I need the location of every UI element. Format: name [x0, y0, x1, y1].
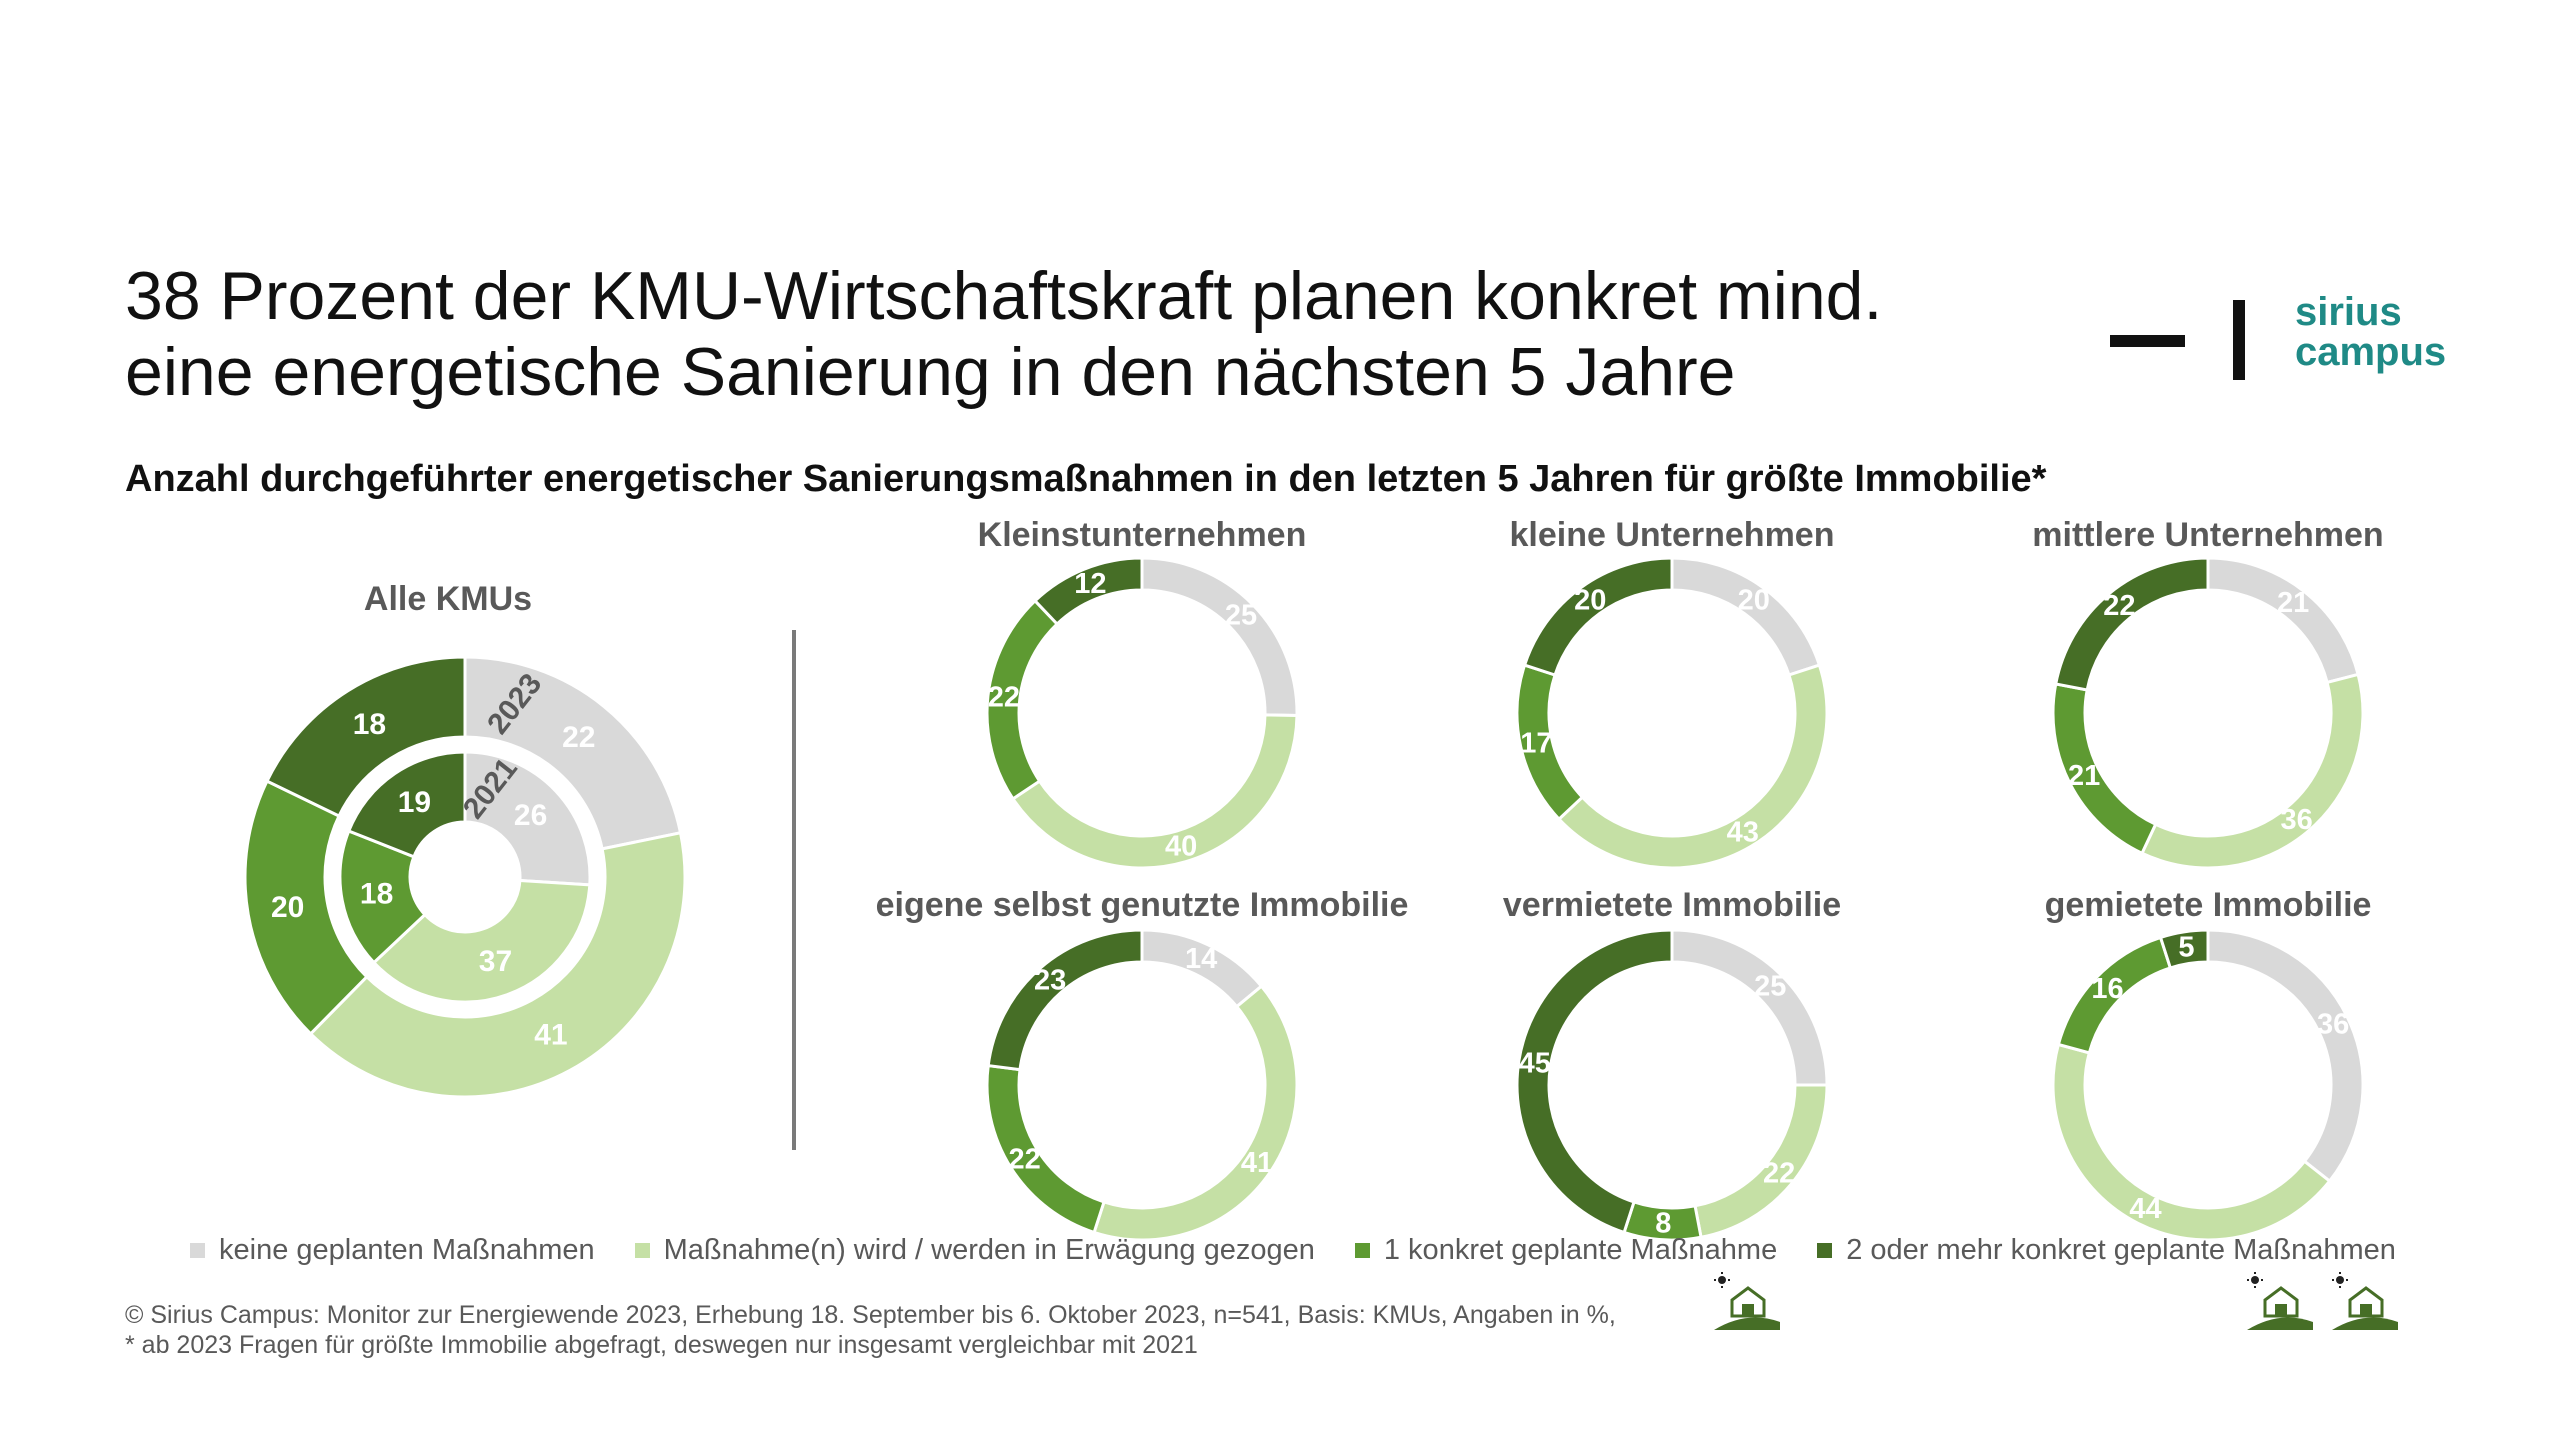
- alle-kmus-2021-segment-0: [463, 750, 592, 887]
- donut-title-kleinstunternehmen: Kleinstunternehmen: [977, 516, 1307, 554]
- legend: keine geplanten Maßnahmen Maßnahme(n) wi…: [190, 1234, 2490, 1267]
- donut-title-vermietete-immobilie: vermietete Immobilie: [1502, 886, 1842, 924]
- mittlere-unternehmen-label-2: 21: [2068, 760, 2100, 792]
- alle-kmus-2023-label-3: 18: [353, 708, 386, 741]
- donut-title-kleine-unternehmen: kleine Unternehmen: [1509, 516, 1835, 554]
- house-sun-icon: [2247, 1272, 2313, 1330]
- legend-item-eine: 1 konkret geplante Maßnahme: [1354, 1234, 1778, 1267]
- eigene-immobilie-label-3: 23: [1034, 965, 1066, 997]
- house-sun-icon: [1714, 1272, 1780, 1330]
- vermietete-immobilie-label-1: 22: [1763, 1158, 1795, 1190]
- logo-line-2: campus: [2295, 330, 2447, 374]
- logo-dash: [2110, 335, 2185, 347]
- logo-stroke: [2233, 300, 2245, 380]
- gemietete-immobilie-label-1: 44: [2129, 1193, 2161, 1225]
- headline: 38 Prozent der KMU-Wirtschaftskraft plan…: [125, 258, 2075, 410]
- legend-swatch: [190, 1243, 205, 1258]
- alle-kmus-2021-segment-1: [371, 878, 592, 1004]
- gemietete-immobilie-label-0: 36: [2317, 1008, 2349, 1040]
- eigene-immobilie-segment-1: [1092, 984, 1299, 1242]
- mittlere-unternehmen-segment-3: [2053, 556, 2210, 692]
- kleine-unternehmen-segment-3: [1522, 556, 1674, 677]
- kleinstunternehmen-label-0: 25: [1225, 599, 1257, 631]
- alle-kmus-2023-label-1: 41: [534, 1019, 567, 1052]
- kleine-unternehmen-label-3: 20: [1574, 585, 1606, 617]
- footnote-line-2: * ab 2023 Fragen für größte Immobilie ab…: [125, 1331, 1198, 1359]
- vermietete-immobilie-label-3: 45: [1519, 1047, 1551, 1079]
- legend-swatch: [634, 1243, 650, 1258]
- alle-kmus-2023-segment-1: [308, 831, 687, 1099]
- alle-kmus-2021-label-2: 18: [360, 877, 393, 910]
- donut-title-alle-kmus: Alle KMUs: [363, 580, 533, 618]
- kleine-unternehmen-segment-1: [1556, 663, 1829, 870]
- section-divider: [792, 630, 796, 1150]
- gemietete-immobilie-label-3: 5: [2178, 932, 2194, 964]
- kleinstunternehmen-label-1: 40: [1165, 830, 1197, 862]
- vermietete-immobilie-segment-1: [1693, 1083, 1829, 1240]
- mittlere-unternehmen-segment-1: [2140, 672, 2365, 870]
- vermietete-immobilie-segment-0: [1670, 928, 1829, 1087]
- alle-kmus-2021-label-1: 37: [479, 945, 512, 978]
- alle-kmus-2023-segment-0: [463, 655, 683, 851]
- vermietete-immobilie-label-0: 25: [1754, 971, 1786, 1003]
- gemietete-immobilie-label-2: 16: [2091, 973, 2123, 1005]
- gemietete-immobilie-segment-0: [2206, 928, 2365, 1184]
- footnote-line-1: © Sirius Campus: Monitor zur Energiewend…: [125, 1301, 1616, 1329]
- footnote: © Sirius Campus: Monitor zur Energiewend…: [125, 1300, 1725, 1360]
- donut-title-mittlere-unternehmen: mittlere Unternehmen: [2032, 516, 2384, 554]
- eigene-immobilie-label-0: 14: [1185, 943, 1217, 975]
- vermietete-immobilie-label-2: 8: [1655, 1208, 1671, 1240]
- legend-label: keine geplanten Maßnahmen: [219, 1234, 595, 1266]
- donut-title-eigene-immobilie: eigene selbst genutzte Immobilie: [875, 886, 1409, 924]
- mittlere-unternehmen-label-0: 21: [2277, 587, 2309, 619]
- legend-item-keine: keine geplanten Maßnahmen: [190, 1234, 595, 1267]
- eigene-immobilie-label-1: 41: [1241, 1147, 1273, 1179]
- house-sun-icon: [2332, 1272, 2398, 1330]
- brand-logo: sirius campus: [2295, 292, 2446, 372]
- eigene-immobilie-segment-3: [986, 928, 1144, 1072]
- legend-swatch: [1817, 1243, 1833, 1258]
- alle-kmus-2023-segment-3: [264, 655, 467, 818]
- alle-kmus-2021-segment-2: [338, 829, 428, 965]
- mittlere-unternehmen-label-1: 36: [2280, 804, 2312, 836]
- kleine-unternehmen-label-2: 17: [1520, 727, 1552, 759]
- chart-subtitle: Anzahl durchgeführter energetischer Sani…: [125, 458, 2047, 500]
- legend-label: Maßnahme(n) wird / werden in Erwägung ge…: [663, 1234, 1315, 1266]
- legend-item-zwei-plus: 2 oder mehr konkret geplante Maßnahmen: [1817, 1234, 2396, 1267]
- mittlere-unternehmen-segment-0: [2206, 556, 2360, 685]
- kleinstunternehmen-segment-0: [1140, 556, 1299, 717]
- headline-line-2: eine energetische Sanierung in den nächs…: [125, 334, 1736, 410]
- kleine-unternehmen-label-1: 43: [1727, 817, 1759, 849]
- logo-line-1: sirius: [2295, 290, 2402, 334]
- eigene-immobilie-label-2: 22: [1009, 1143, 1041, 1175]
- kleinstunternehmen-label-2: 22: [988, 682, 1020, 714]
- alle-kmus-2023-label-0: 22: [562, 721, 595, 754]
- alle-kmus-2021-label-3: 19: [398, 786, 431, 819]
- mittlere-unternehmen-label-3: 22: [2103, 590, 2135, 622]
- legend-label: 1 konkret geplante Maßnahme: [1383, 1234, 1778, 1266]
- alle-kmus-2023-segment-2: [243, 779, 369, 1036]
- vermietete-immobilie-segment-3: [1515, 928, 1674, 1235]
- kleinstunternehmen-label-3: 12: [1074, 568, 1106, 600]
- kleinstunternehmen-segment-1: [1010, 713, 1299, 870]
- alle-kmus-2023-label-2: 20: [271, 891, 304, 924]
- alle-kmus-2021-segment-3: [346, 750, 467, 859]
- kleinstunternehmen-segment-3: [1032, 556, 1144, 627]
- legend-label: 2 oder mehr konkret geplante Maßnahmen: [1846, 1234, 2396, 1266]
- alle-kmus-2021-label-0: 26: [514, 799, 547, 832]
- gemietete-immobilie-segment-1: [2051, 1042, 2332, 1242]
- headline-line-1: 38 Prozent der KMU-Wirtschaftskraft plan…: [125, 258, 1883, 334]
- kleine-unternehmen-label-0: 20: [1738, 585, 1770, 617]
- legend-item-erwaegung: Maßnahme(n) wird / werden in Erwägung ge…: [634, 1234, 1315, 1267]
- donut-title-gemietete-immobilie: gemietete Immobilie: [2044, 886, 2372, 924]
- gemietete-immobilie-segment-3: [2158, 928, 2210, 970]
- eigene-immobilie-segment-2: [985, 1063, 1106, 1235]
- legend-swatch: [1354, 1243, 1370, 1258]
